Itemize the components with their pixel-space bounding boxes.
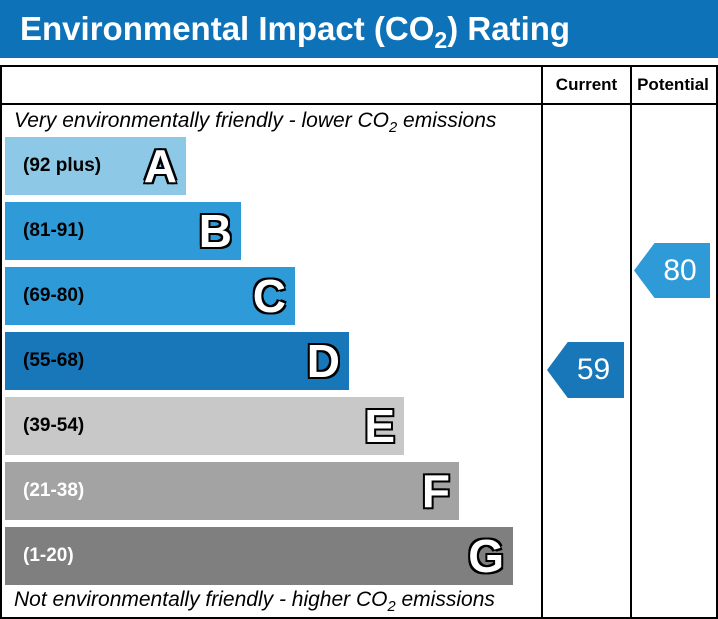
potential-rating-value: 80: [663, 253, 697, 287]
band-letter: C: [252, 269, 288, 324]
band-letter: D: [306, 334, 342, 389]
title-co2-subscript: 2: [434, 27, 448, 54]
band-range-label: (81-91): [23, 220, 85, 241]
band-row-b: (81-91) B: [5, 202, 241, 260]
band-range-label: (21-38): [23, 480, 85, 501]
rating-table: Current Potential Very environmentally f…: [0, 65, 718, 619]
top-note-co2-subscript: 2: [389, 120, 398, 137]
current-column-divider: [541, 67, 543, 617]
band-letter: A: [143, 139, 179, 194]
potential-column-divider: [630, 67, 632, 617]
band-row-f: (21-38) F: [5, 462, 459, 520]
band-letter: F: [421, 464, 452, 519]
current-rating-arrow: 59: [547, 342, 624, 398]
band-row-g: (1-20) G: [5, 527, 513, 585]
band-range-label: (39-54): [23, 415, 85, 436]
bottom-note: Not environmentally friendly - higher CO…: [14, 588, 495, 616]
header-row-divider: [2, 103, 716, 105]
band-range-label: (92 plus): [23, 155, 102, 176]
band-range-label: (1-20): [23, 545, 74, 566]
current-column-header: Current: [555, 75, 618, 94]
band-letter: E: [363, 399, 396, 454]
band-row-e: (39-54) E: [5, 397, 404, 455]
band-row-a: (92 plus) A: [5, 137, 186, 195]
band-letter: B: [198, 204, 234, 259]
potential-column-header: Potential: [637, 75, 709, 94]
band-row-c: (69-80) C: [5, 267, 295, 325]
title-bar: Environmental Impact (CO2) Rating: [0, 0, 718, 58]
bottom-note-co2-subscript: 2: [387, 599, 396, 616]
band-row-d: (55-68) D: [5, 332, 349, 390]
band-range-label: (69-80): [23, 285, 85, 306]
potential-rating-arrow: 80: [634, 243, 710, 298]
top-note: Very environmentally friendly - lower CO…: [14, 109, 497, 137]
current-rating-value: 59: [576, 353, 611, 386]
band-range-label: (55-68): [23, 350, 85, 371]
page-title: Environmental Impact (CO2) Rating: [20, 10, 571, 54]
band-letter: G: [467, 529, 505, 584]
